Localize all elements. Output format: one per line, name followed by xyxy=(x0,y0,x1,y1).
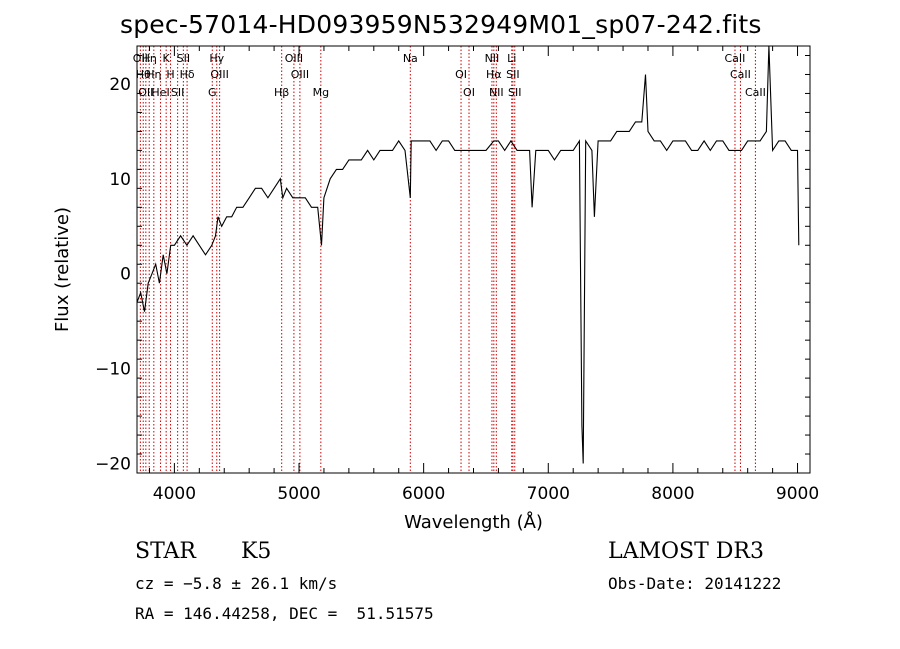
x-axis: 4000 5000 6000 7000 8000 9000 xyxy=(148,46,819,504)
x-tick-label: 8000 xyxy=(651,484,694,504)
y-tick-label: 20 xyxy=(109,75,131,95)
line-marker-label: H xyxy=(166,68,174,81)
line-marker-label: SII xyxy=(171,86,184,99)
line-marker-label: K xyxy=(163,52,171,65)
line-marker-label: OIII xyxy=(210,68,228,81)
line-marker-label: CaII xyxy=(725,52,746,65)
x-tick-label: 7000 xyxy=(527,484,570,504)
line-marker-label: Hγ xyxy=(209,52,224,65)
chart-title: spec-57014-HD093959N532949M01_sp07-242.f… xyxy=(120,10,762,39)
spectral-line-markers xyxy=(139,46,756,473)
line-marker-label: Na xyxy=(403,52,418,65)
line-marker-label: SII xyxy=(177,52,190,65)
line-marker-label: HeI xyxy=(151,86,169,99)
spectral-line-labels: OIIHθOIIHηHηHeIKHSIISIIHδGHγOIIIHβOIIIOI… xyxy=(133,52,766,99)
line-marker-label: CaII xyxy=(730,68,751,81)
line-marker-label: OIII xyxy=(291,68,309,81)
object-class: STAR xyxy=(135,539,196,564)
line-marker-label: Hη xyxy=(142,52,157,65)
line-marker-label: OII xyxy=(138,86,153,99)
plot-frame xyxy=(136,45,811,474)
x-tick-label: 4000 xyxy=(153,484,196,504)
line-marker-label: Hθ xyxy=(136,68,151,81)
redshift-velocity: cz = −5.8 ± 26.1 km/s xyxy=(135,574,338,593)
line-marker-label: OI xyxy=(463,86,475,99)
y-axis-label: Flux (relative) xyxy=(52,207,73,332)
line-marker-label: G xyxy=(208,86,217,99)
line-marker-label: SII xyxy=(508,86,521,99)
line-marker-label: OI xyxy=(455,68,467,81)
line-marker-label: Hβ xyxy=(274,86,289,99)
line-marker-label: CaII xyxy=(745,86,766,99)
x-tick-label: 9000 xyxy=(776,484,819,504)
line-marker-label: NII xyxy=(485,52,500,65)
line-marker-label: Hη xyxy=(146,68,161,81)
y-tick-label: 10 xyxy=(109,170,131,190)
line-marker-label: Hδ xyxy=(180,68,195,81)
object-subclass: K5 xyxy=(241,539,272,564)
y-tick-label: −10 xyxy=(95,360,131,380)
x-axis-label: Wavelength (Å) xyxy=(404,511,543,533)
y-tick-label: −20 xyxy=(95,455,131,475)
x-tick-label: 6000 xyxy=(402,484,445,504)
observation-date: Obs-Date: 20141222 xyxy=(608,574,782,593)
y-tick-label: 0 xyxy=(120,265,131,285)
sky-coordinates: RA = 146.44258, DEC = 51.51575 xyxy=(135,604,434,623)
x-tick-label: 5000 xyxy=(277,484,320,504)
line-marker-label: SII xyxy=(506,68,519,81)
line-marker-label: Hα xyxy=(486,68,502,81)
line-marker-label: Li xyxy=(507,52,516,65)
spectrum-line xyxy=(136,45,800,464)
y-axis: −20 −10 0 10 20 xyxy=(95,54,810,475)
line-marker-label: NII xyxy=(489,86,504,99)
line-marker-label: Mg xyxy=(313,86,329,99)
survey-name: LAMOST DR3 xyxy=(608,539,764,564)
line-marker-label: OIII xyxy=(285,52,303,65)
